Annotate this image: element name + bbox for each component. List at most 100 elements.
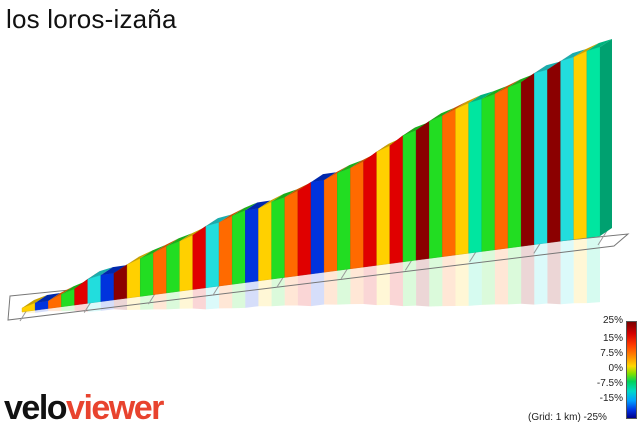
segment-end-cap	[600, 39, 612, 236]
segment-reflection	[219, 284, 233, 309]
segment-reflection	[402, 260, 417, 307]
segment-front-face	[153, 246, 167, 295]
segment-front-face	[100, 273, 115, 302]
route-title: los loros-izaña	[6, 4, 177, 34]
segment-reflection	[494, 248, 509, 305]
segment-front-face	[468, 98, 482, 254]
segment-top-face	[271, 189, 297, 202]
segment-reflection	[61, 305, 75, 312]
segment-reflection	[258, 279, 272, 307]
segment-top-face	[205, 214, 232, 227]
segment-top-face	[284, 182, 310, 198]
segment-front-face	[389, 135, 404, 264]
segment-front-face	[74, 278, 88, 306]
legend-label-neg-15: -15%	[599, 393, 623, 404]
legend-label-neg-7-5: -7.5%	[596, 378, 623, 389]
segment-top-face	[61, 280, 87, 295]
legend-label-15: 15%	[602, 333, 623, 344]
segment-top-face	[127, 250, 153, 265]
segment-front-face	[494, 87, 509, 251]
segment-front-face	[245, 208, 259, 283]
segment-reflection	[442, 255, 456, 307]
segment-top-face	[258, 193, 284, 209]
segment-reflection	[245, 280, 259, 308]
segment-front-face	[87, 274, 102, 304]
logo-part-viewer: viewer	[66, 389, 164, 427]
segment-front-face	[192, 225, 207, 290]
segment-reflection	[232, 282, 246, 309]
segment-reflection	[337, 268, 351, 305]
segment-top-face	[337, 160, 363, 174]
veloviewer-logo: veloviewer	[4, 389, 164, 428]
segment-top-face	[179, 227, 205, 242]
segment-reflection	[179, 289, 193, 309]
segment-reflection	[74, 303, 88, 312]
segment-top-face	[48, 286, 74, 302]
segment-front-face	[442, 108, 456, 257]
segment-top-face	[508, 74, 534, 88]
segment-reflection	[350, 267, 364, 305]
segment-reflection	[534, 242, 548, 305]
segment-top-face	[35, 293, 61, 303]
segment-reflection	[140, 294, 154, 310]
segment-front-face	[586, 46, 601, 238]
segment-reflection	[284, 275, 298, 306]
segment-front-face	[415, 120, 430, 261]
segment-front-face	[284, 190, 299, 278]
gradient-legend: 25% 15% 7.5% 0% -7.5% -15%	[560, 315, 637, 427]
segment-front-face	[310, 179, 325, 275]
segment-top-face	[534, 61, 560, 74]
segment-front-face	[126, 258, 141, 299]
segment-reflection	[468, 251, 482, 306]
segment-top-face	[140, 244, 166, 259]
segment-top-face	[232, 202, 258, 217]
segment-reflection	[455, 253, 469, 307]
gradient-color-scale	[626, 321, 637, 419]
segment-reflection	[297, 274, 311, 307]
legend-label-25: 25%	[602, 315, 623, 326]
segment-reflection	[560, 239, 574, 305]
segment-reflection	[127, 296, 141, 310]
segment-top-face	[22, 294, 48, 308]
segment-top-face	[573, 43, 599, 58]
segment-reflection	[35, 308, 49, 313]
segment-front-face	[179, 234, 193, 292]
grid-scale-note: (Grid: 1 km) -25%	[528, 412, 607, 423]
segment-front-face	[231, 210, 246, 285]
segment-top-face	[586, 39, 612, 52]
segment-front-face	[481, 93, 496, 252]
segment-front-face	[350, 161, 364, 270]
segment-reflection	[389, 261, 403, 307]
segment-reflection	[416, 258, 430, 307]
segment-reflection	[521, 244, 535, 305]
segment-front-face	[560, 56, 574, 242]
segment-front-face	[520, 72, 535, 247]
segment-front-face	[429, 115, 443, 259]
segment-reflection	[481, 249, 495, 305]
segment-reflection	[271, 277, 285, 307]
segment-front-face	[166, 241, 180, 294]
segment-top-face	[87, 267, 113, 280]
segment-top-face	[100, 265, 126, 276]
segment-reflection	[311, 272, 325, 307]
segment-top-face	[245, 200, 271, 211]
segment-front-face	[573, 50, 588, 240]
segment-top-face	[219, 208, 245, 223]
segment-front-face	[376, 145, 391, 266]
legend-label-7-5: 7.5%	[600, 348, 623, 359]
segment-top-face	[468, 91, 494, 104]
segment-top-face	[494, 79, 521, 95]
segment-reflection	[324, 270, 338, 305]
segment-front-face	[507, 82, 522, 249]
profile-segments	[21, 39, 612, 313]
segment-top-face	[402, 122, 429, 136]
logo-part-velo: velo	[4, 389, 68, 427]
segment-top-face	[560, 49, 586, 62]
segment-reflection	[192, 287, 206, 310]
segment-front-face	[140, 252, 154, 297]
segment-reflection	[363, 265, 377, 306]
segment-front-face	[205, 222, 220, 289]
segment-reflection	[376, 263, 390, 306]
segment-front-face	[258, 201, 272, 282]
